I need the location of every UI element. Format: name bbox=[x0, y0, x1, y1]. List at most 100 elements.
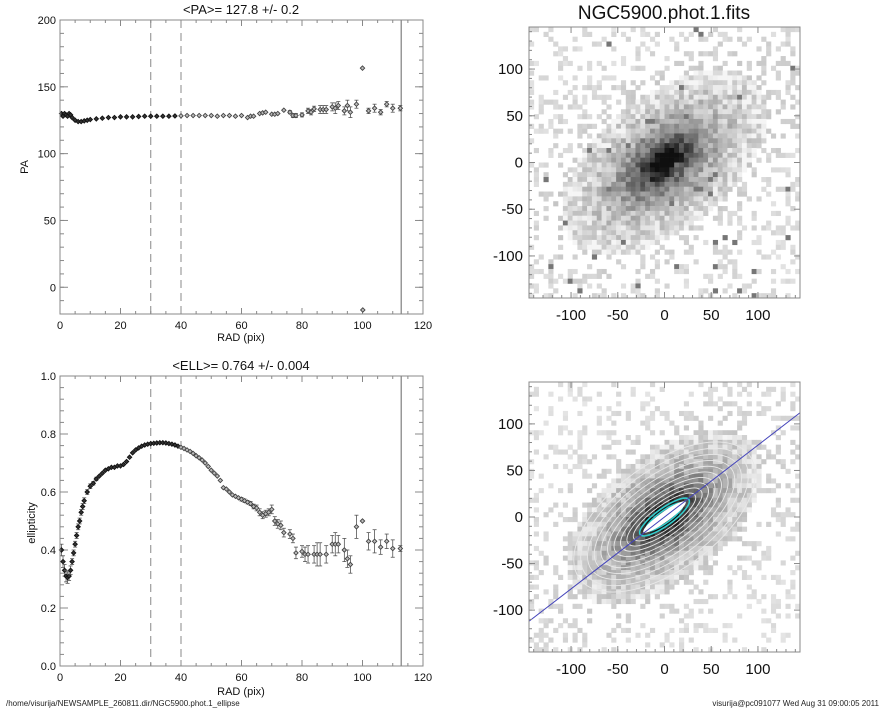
img2-pixel bbox=[761, 608, 767, 614]
img2-pixel bbox=[562, 415, 569, 421]
img1-pixel bbox=[775, 186, 781, 192]
img2-pixel bbox=[649, 579, 656, 585]
img2-pixel bbox=[664, 439, 670, 445]
img2-pixel bbox=[708, 555, 714, 561]
img2-pixel bbox=[625, 468, 631, 474]
img1-pixel bbox=[679, 123, 685, 129]
img1-pixel bbox=[529, 264, 535, 270]
img2-pixel bbox=[795, 483, 801, 489]
img1-pixel bbox=[577, 186, 583, 192]
img2-pixel bbox=[620, 483, 627, 489]
img2-pixel bbox=[708, 483, 714, 489]
img2-pixel bbox=[606, 531, 612, 537]
img1-xtick-label: -100 bbox=[556, 307, 586, 324]
img2-pixel bbox=[708, 396, 714, 402]
img1-pixel bbox=[659, 177, 665, 183]
img1-pixel bbox=[727, 138, 733, 144]
img2-pixel bbox=[606, 579, 612, 585]
img2-pixel bbox=[635, 594, 641, 600]
img1-pixel bbox=[625, 152, 631, 158]
img2-pixel bbox=[664, 545, 670, 552]
img1-pixel bbox=[688, 147, 694, 154]
img2-pixel bbox=[572, 517, 578, 523]
img2-pixel bbox=[741, 574, 748, 580]
img1-pixel bbox=[746, 85, 752, 91]
img1-pixel bbox=[679, 128, 685, 134]
ell-data-point bbox=[199, 457, 206, 463]
img1-pixel bbox=[587, 191, 593, 197]
img1-pixel bbox=[737, 147, 743, 154]
img1-pixel bbox=[722, 244, 728, 250]
img2-pixel bbox=[703, 444, 709, 450]
img2-pixel bbox=[664, 415, 670, 421]
img1-pixel bbox=[659, 75, 665, 81]
ell-plot-title: <ELL>= 0.764 +/- 0.004 bbox=[172, 358, 309, 373]
img2-pixel bbox=[737, 439, 743, 445]
img1-pixel bbox=[649, 143, 656, 149]
img1-pixel bbox=[601, 249, 607, 255]
img1-pixel bbox=[737, 157, 743, 163]
img1-pixel bbox=[640, 80, 646, 86]
img1-pixel bbox=[708, 172, 714, 178]
img2-pixel bbox=[645, 545, 651, 552]
img2-pixel bbox=[654, 531, 660, 537]
img2-pixel bbox=[625, 512, 631, 518]
img1-pixel bbox=[659, 109, 665, 115]
img2-pixel bbox=[587, 512, 593, 518]
img1-pixel bbox=[674, 230, 680, 236]
img2-pixel bbox=[562, 536, 569, 542]
img1-pixel bbox=[664, 118, 670, 125]
pa-data-point bbox=[274, 110, 281, 117]
img1-pixel bbox=[601, 75, 607, 81]
img2-pixel bbox=[683, 483, 689, 489]
img1-pixel bbox=[620, 196, 627, 202]
img2-pixel bbox=[582, 565, 588, 571]
img1-pixel bbox=[722, 60, 728, 67]
pa-data-point bbox=[105, 114, 112, 121]
img1-pixel bbox=[582, 191, 588, 197]
img1-pixel bbox=[635, 186, 641, 192]
img1-pixel bbox=[727, 147, 733, 154]
img1-pixel bbox=[766, 41, 772, 47]
img2-pixel bbox=[591, 560, 598, 566]
img2-pixel bbox=[703, 478, 709, 484]
img1-pixel bbox=[746, 75, 752, 81]
img1-pixel bbox=[625, 210, 631, 217]
img2-pixel bbox=[664, 478, 670, 484]
img1-pixel bbox=[683, 143, 689, 149]
img2-pixel bbox=[727, 531, 733, 537]
img1-pixel bbox=[674, 89, 680, 96]
img2-pixel bbox=[693, 492, 699, 499]
img1-pixel bbox=[620, 128, 627, 134]
img2-pixel bbox=[732, 507, 738, 513]
img2-pixel bbox=[572, 449, 578, 455]
img1-pixel bbox=[582, 177, 588, 183]
img2-pixel bbox=[596, 391, 602, 397]
img2-pixel bbox=[770, 415, 777, 421]
img2-pixel bbox=[601, 545, 607, 552]
pa-xtick-label: 100 bbox=[353, 320, 371, 332]
img1-pixel bbox=[654, 239, 660, 246]
img1-pixel bbox=[601, 157, 607, 163]
img2-pixel bbox=[645, 425, 651, 431]
img1-pixel bbox=[611, 118, 617, 125]
img1-pixel bbox=[587, 114, 593, 120]
ell-data-point bbox=[226, 489, 233, 495]
img2-pixel bbox=[674, 608, 680, 614]
img2-pixel bbox=[732, 517, 738, 523]
img1-pixel bbox=[693, 196, 699, 202]
img1-pixel bbox=[756, 60, 762, 67]
img2-pixel bbox=[703, 488, 709, 494]
img2-pixel bbox=[582, 642, 588, 648]
img2-xtick-label: 50 bbox=[703, 661, 720, 678]
img1-pixel bbox=[659, 162, 665, 168]
img2-pixel bbox=[790, 536, 796, 542]
img2-pixel bbox=[737, 420, 743, 426]
img1-pixel bbox=[703, 133, 709, 139]
img2-pixel bbox=[717, 521, 723, 527]
img2-pixel bbox=[795, 444, 801, 450]
pa-data-point bbox=[93, 116, 100, 122]
img1-pixel bbox=[688, 181, 694, 187]
img1-pixel bbox=[649, 186, 656, 192]
img2-pixel bbox=[587, 521, 593, 527]
